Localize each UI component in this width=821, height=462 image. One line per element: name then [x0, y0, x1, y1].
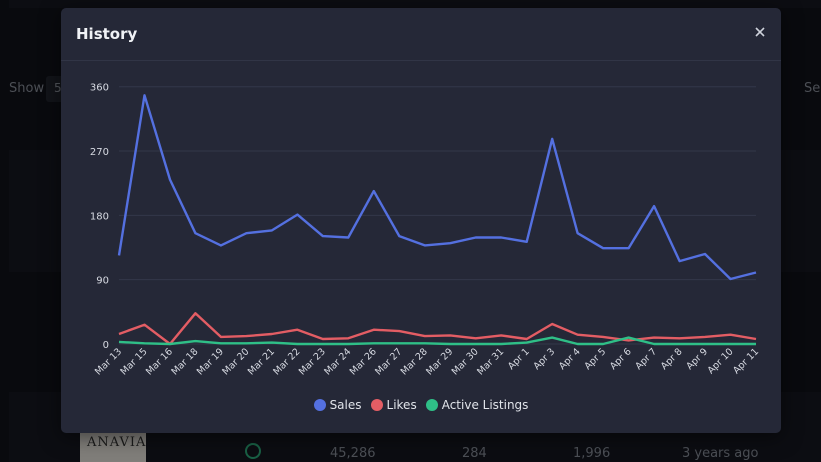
- legend-label: Likes: [386, 398, 417, 412]
- row-listings: 1,996: [573, 446, 611, 461]
- close-icon[interactable]: [753, 24, 767, 38]
- x-tick-label: Mar 22: [271, 346, 302, 377]
- legend-item[interactable]: Likes: [370, 398, 417, 412]
- show-label: Show: [9, 81, 45, 96]
- show-select[interactable]: 5: [46, 76, 64, 102]
- history-modal: History 0 90 180 270 360 Mar 13 Mar 15 Mar 16 Ma…: [61, 8, 781, 433]
- x-tick-label: Mar 20: [220, 346, 251, 377]
- x-tick-label: Mar 13: [93, 346, 124, 377]
- legend-dot-icon: [370, 399, 383, 411]
- modal-title: History: [76, 25, 138, 43]
- row-likes: 284: [462, 446, 487, 461]
- x-tick-label: Mar 30: [450, 346, 481, 377]
- x-tick-label: Mar 24: [322, 346, 353, 377]
- search-label: Se: [804, 81, 821, 96]
- series-line-likes: [118, 312, 757, 346]
- y-tick-label: 360: [90, 83, 109, 94]
- x-tick-label: Apr 8: [659, 346, 685, 372]
- x-tick-label: Apr 10: [706, 346, 736, 376]
- legend-dot-icon: [425, 399, 438, 411]
- chart-legend: Sales Likes Active Listings: [61, 398, 781, 412]
- series-line-sales: [117, 94, 757, 281]
- x-tick-label: Mar 18: [169, 346, 200, 377]
- x-tick-label: Apr 6: [608, 346, 634, 372]
- legend-item[interactable]: Active Listings: [425, 398, 529, 412]
- x-tick-label: Mar 16: [144, 346, 175, 377]
- x-tick-label: Apr 1: [506, 346, 532, 372]
- verified-check-icon: [245, 443, 261, 459]
- background-header: [9, 0, 821, 8]
- x-tick-label: Apr 11: [731, 346, 761, 376]
- collection-logo[interactable]: ANAVIA: [80, 430, 146, 462]
- x-tick-label: Mar 28: [399, 346, 430, 377]
- legend-label: Active Listings: [441, 398, 529, 412]
- x-tick-label: Mar 31: [475, 346, 506, 377]
- legend-label: Sales: [329, 398, 362, 412]
- y-tick-label: 90: [96, 276, 109, 287]
- x-tick-label: Mar 23: [297, 346, 328, 377]
- x-tick-label: Mar 21: [246, 346, 277, 377]
- y-tick-label: 180: [90, 211, 109, 222]
- legend-item[interactable]: Sales: [313, 398, 362, 412]
- y-tick-label: 270: [90, 147, 109, 158]
- y-tick-label: 0: [103, 340, 109, 351]
- x-tick-label: Mar 27: [373, 346, 404, 377]
- x-tick-label: Apr 3: [531, 346, 557, 372]
- x-tick-label: Mar 29: [424, 346, 455, 377]
- x-tick-label: Mar 19: [195, 346, 226, 377]
- x-tick-label: Apr 5: [582, 346, 608, 372]
- series-line-active-listings: [118, 336, 756, 346]
- row-age: 3 years ago: [682, 446, 759, 461]
- x-tick-label: Mar 15: [118, 346, 149, 377]
- modal-divider: [61, 60, 781, 61]
- x-tick-label: Apr 7: [633, 346, 659, 372]
- row-sales: 45,286: [330, 446, 376, 461]
- x-tick-label: Mar 26: [348, 346, 379, 377]
- x-tick-label: Apr 4: [557, 346, 583, 372]
- legend-dot-icon: [313, 399, 326, 411]
